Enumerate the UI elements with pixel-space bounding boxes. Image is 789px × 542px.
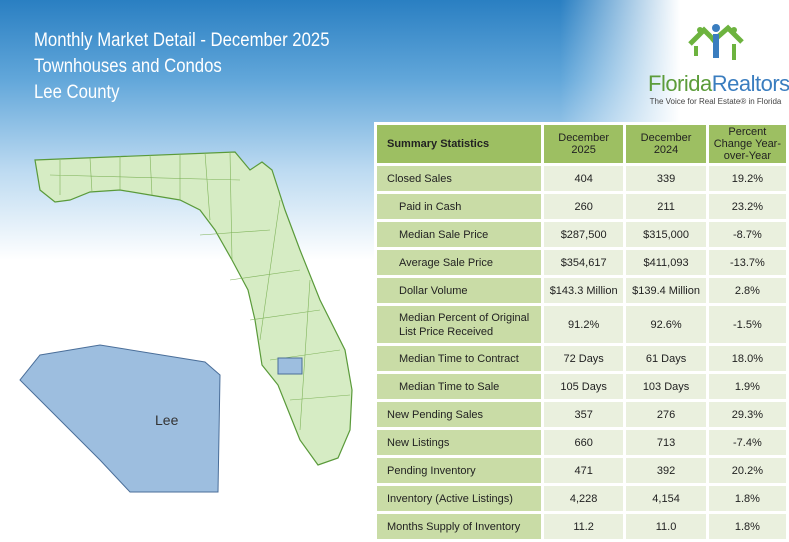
table-row: Closed Sales 404 339 19.2%	[377, 166, 786, 191]
lee-inset-shape	[19, 344, 221, 493]
row-label: New Listings	[377, 430, 541, 455]
value-current: 357	[543, 402, 624, 427]
value-pct-change: 20.2%	[708, 458, 786, 483]
value-current: 260	[543, 194, 624, 219]
row-label: Median Time to Contract	[377, 346, 541, 371]
table-row: Dollar Volume $143.3 Million $139.4 Millio…	[377, 278, 786, 303]
table-row: Inventory (Active Listings) 4,228 4,154 1.8…	[377, 486, 786, 511]
row-label: Pending Inventory	[377, 458, 541, 483]
value-pct-change: 1.8%	[708, 514, 786, 539]
value-current: $287,500	[543, 222, 624, 247]
value-previous: 4,154	[626, 486, 706, 511]
value-current: 105 Days	[543, 374, 624, 399]
header-previous: December 2024	[626, 125, 706, 163]
houses-people-icon	[687, 24, 744, 60]
page-subtitle: Townhouses and Condos	[34, 56, 222, 77]
table-row: New Pending Sales 357 276 29.3%	[377, 402, 786, 427]
value-pct-change: -13.7%	[708, 250, 786, 275]
value-pct-change: -8.7%	[708, 222, 786, 247]
value-previous: 103 Days	[626, 374, 706, 399]
header-pct-change: Percent Change Year-over-Year	[708, 125, 786, 163]
value-previous: 713	[626, 430, 706, 455]
value-current: $143.3 Million	[543, 278, 624, 303]
value-current: 72 Days	[543, 346, 624, 371]
county-name: Lee County	[34, 82, 120, 103]
row-label: Median Percent of Original List Price Re…	[377, 306, 541, 343]
value-previous: 211	[626, 194, 706, 219]
value-pct-change: 2.8%	[708, 278, 786, 303]
value-current: 91.2%	[543, 306, 624, 343]
value-previous: 92.6%	[626, 306, 706, 343]
header-current: December 2025	[543, 125, 624, 163]
florida-realtors-logo: FloridaRealtors The Voice for Real Estat…	[648, 22, 789, 106]
value-previous: 392	[626, 458, 706, 483]
page-title: Monthly Market Detail - December 2025	[34, 30, 330, 51]
value-current: 471	[543, 458, 624, 483]
value-previous: $411,093	[626, 250, 706, 275]
row-label: Median Sale Price	[377, 222, 541, 247]
table-row: Paid in Cash 260 211 23.2%	[377, 194, 786, 219]
row-label: Months Supply of Inventory	[377, 514, 541, 539]
value-current: 660	[543, 430, 624, 455]
value-pct-change: 1.9%	[708, 374, 786, 399]
value-previous: 11.0	[626, 514, 706, 539]
row-label: Median Time to Sale	[377, 374, 541, 399]
table-row: Median Time to Sale 105 Days 103 Days 1.9%	[377, 374, 786, 399]
value-previous: 61 Days	[626, 346, 706, 371]
value-previous: $139.4 Million	[626, 278, 706, 303]
table-row: Median Percent of Original List Price Re…	[377, 306, 786, 343]
table-row: New Listings 660 713 -7.4%	[377, 430, 786, 455]
row-label: Dollar Volume	[377, 278, 541, 303]
row-label: Inventory (Active Listings)	[377, 486, 541, 511]
row-label: Paid in Cash	[377, 194, 541, 219]
value-pct-change: 19.2%	[708, 166, 786, 191]
lee-county-highlight	[277, 357, 303, 375]
summary-statistics-table: Summary Statistics December 2025 Decembe…	[374, 122, 789, 542]
value-current: 404	[543, 166, 624, 191]
value-pct-change: -7.4%	[708, 430, 786, 455]
value-pct-change: 18.0%	[708, 346, 786, 371]
logo-tagline: The Voice for Real Estate® in Florida	[649, 97, 782, 106]
value-pct-change: 29.3%	[708, 402, 786, 427]
header-label: Summary Statistics	[377, 125, 541, 163]
table-row: Months Supply of Inventory 11.2 11.0 1.8%	[377, 514, 786, 539]
value-pct-change: 1.8%	[708, 486, 786, 511]
value-current: 4,228	[543, 486, 624, 511]
table-row: Median Time to Contract 72 Days 61 Days 18.…	[377, 346, 786, 371]
value-pct-change: -1.5%	[708, 306, 786, 343]
logo-brand: FloridaRealtors	[648, 71, 789, 96]
row-label: Average Sale Price	[377, 250, 541, 275]
row-label: Closed Sales	[377, 166, 541, 191]
florida-state-shape	[34, 151, 353, 466]
row-label: New Pending Sales	[377, 402, 541, 427]
lee-inset-label: Lee	[155, 412, 179, 428]
value-previous: 339	[626, 166, 706, 191]
table-header-row: Summary Statistics December 2025 Decembe…	[377, 125, 786, 163]
value-current: 11.2	[543, 514, 624, 539]
value-previous: 276	[626, 402, 706, 427]
florida-map: Lee	[19, 151, 353, 493]
value-current: $354,617	[543, 250, 624, 275]
value-pct-change: 23.2%	[708, 194, 786, 219]
table-row: Pending Inventory 471 392 20.2%	[377, 458, 786, 483]
value-previous: $315,000	[626, 222, 706, 247]
table-row: Average Sale Price $354,617 $411,093 -13.7%	[377, 250, 786, 275]
table-row: Median Sale Price $287,500 $315,000 -8.7%	[377, 222, 786, 247]
